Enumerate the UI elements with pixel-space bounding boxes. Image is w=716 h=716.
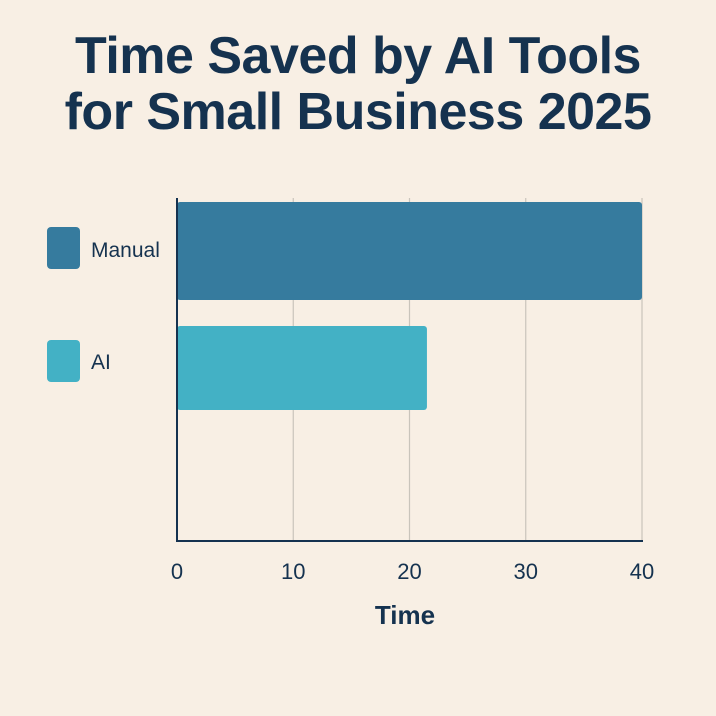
bars (177, 202, 642, 410)
legend-swatch-manual (47, 227, 80, 269)
chart-title-line-2: for Small Business 2025 (64, 83, 652, 141)
x-tick-label: 0 (171, 559, 183, 584)
chart-title: Time Saved by AI Tools for Small Busines… (0, 28, 716, 140)
x-axis-title: Time (375, 600, 435, 630)
legend-label-manual: Manual (91, 239, 160, 262)
x-tick-label: 10 (281, 559, 305, 584)
legend-label-ai: AI (91, 351, 111, 374)
bar-ai (177, 326, 427, 410)
legend-swatch-ai (47, 340, 80, 382)
x-tick-labels: 0 10 20 30 40 (171, 559, 654, 584)
x-tick-label: 40 (630, 559, 654, 584)
legend: Manual AI (47, 227, 160, 382)
x-tick-label: 20 (397, 559, 421, 584)
chart-title-line-1: Time Saved by AI Tools (75, 27, 641, 85)
bar-manual (177, 202, 642, 300)
axes (176, 198, 643, 542)
x-tick-label: 30 (514, 559, 538, 584)
